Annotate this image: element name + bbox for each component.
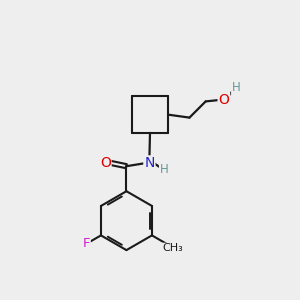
Text: N: N xyxy=(144,156,154,170)
Text: O: O xyxy=(218,93,229,107)
Text: H: H xyxy=(232,81,241,94)
Text: O: O xyxy=(100,156,111,170)
Text: F: F xyxy=(82,237,90,250)
Text: H: H xyxy=(160,163,169,176)
Text: CH₃: CH₃ xyxy=(163,244,183,254)
